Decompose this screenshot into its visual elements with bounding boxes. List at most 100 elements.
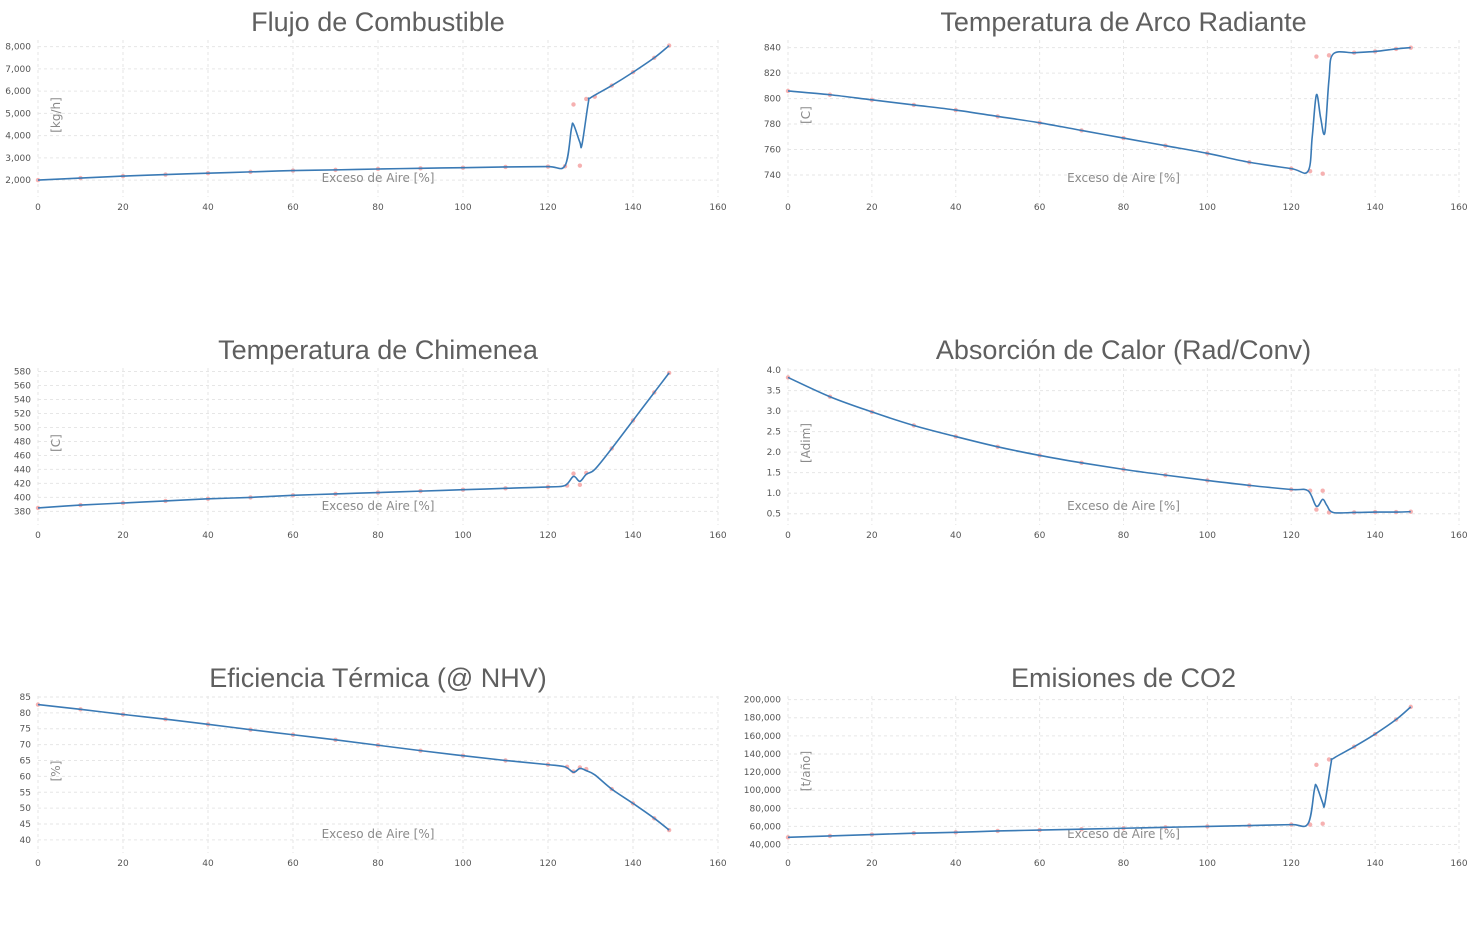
data-point [1320, 488, 1325, 493]
x-tick-label: 0 [35, 203, 41, 213]
x-tick-label: 80 [372, 531, 384, 541]
chart-svg: Temperatura de Arco Radiante 0 20 40 60 80 100… [764, 7, 1468, 213]
y-tick-label: 200,000 [744, 696, 781, 706]
chart-svg: Absorción de Calor (Rad/Conv) 0 20 40 60 80 10… [767, 335, 1468, 541]
x-axis-label: Exceso de Aire [%] [1067, 827, 1180, 841]
chart-title: Flujo de Combustible [251, 7, 505, 37]
y-tick-label: 2.0 [767, 448, 782, 458]
y-tick-label: 120,000 [744, 768, 781, 778]
data-point [571, 102, 576, 107]
data-point [1314, 54, 1319, 59]
series-line [787, 376, 1411, 514]
x-tick-label: 80 [372, 859, 384, 869]
y-tick-label: 160,000 [744, 732, 781, 742]
x-axis-label: Exceso de Aire [%] [322, 499, 435, 513]
x-tick-label: 140 [1367, 859, 1384, 869]
chart-panel-co2-emissions: Emisiones de CO2 0 20 40 60 80 100 120 140 160 40,… [741, 656, 1482, 948]
x-tick-label: 20 [117, 531, 129, 541]
x-tick-label: 0 [785, 531, 791, 541]
y-tick-label: 85 [20, 693, 31, 703]
y-tick-label: 840 [764, 44, 781, 54]
x-tick-label: 120 [539, 859, 556, 869]
chart-svg: Eficiencia Térmica (@ NHV) 0 20 40 60 80 100 12… [20, 663, 727, 869]
x-tick-label: 160 [1450, 531, 1467, 541]
data-point [35, 702, 41, 707]
y-axis-label: [%] [49, 761, 63, 782]
x-axis-label: Exceso de Aire [%] [322, 171, 435, 185]
y-tick-label: 480 [14, 437, 31, 447]
x-tick-label: 80 [1118, 859, 1130, 869]
chart-svg: Temperatura de Chimenea 0 20 40 60 80 100 120 14… [14, 335, 727, 541]
y-tick-label: 80 [20, 709, 32, 719]
y-tick-label: 0.5 [767, 510, 781, 520]
data-point [785, 835, 791, 840]
y-tick-label: 1.0 [767, 489, 782, 499]
x-tick-label: 40 [202, 531, 214, 541]
x-tick-label: 100 [1199, 859, 1216, 869]
data-point [1314, 762, 1319, 768]
y-tick-label: 180,000 [744, 714, 781, 724]
y-tick-label: 5,000 [5, 109, 31, 119]
x-tick-label: 120 [1283, 531, 1300, 541]
y-axis-label: [C] [799, 106, 813, 124]
x-tick-label: 40 [202, 859, 214, 869]
series-line [787, 46, 1411, 175]
x-tick-label: 60 [1034, 859, 1046, 869]
data-point [571, 471, 576, 476]
chart-panel-fuel-flow: Flujo de Combustible 0 20 40 60 80 100 120 140 16… [0, 0, 741, 292]
data-point [584, 96, 589, 102]
y-tick-label: 2.5 [767, 428, 781, 438]
x-tick-label: 80 [1118, 203, 1130, 213]
y-tick-label: 420 [14, 479, 31, 489]
y-tick-label: 500 [14, 423, 31, 433]
y-tick-label: 8,000 [5, 43, 31, 53]
x-tick-label: 60 [287, 859, 299, 869]
chart-panel-heat-absorption: Absorción de Calor (Rad/Conv) 0 20 40 60 80 10… [741, 328, 1482, 620]
x-tick-label: 40 [950, 203, 962, 213]
x-tick-label: 100 [1199, 531, 1216, 541]
x-tick-label: 120 [539, 203, 556, 213]
data-point [1320, 171, 1325, 176]
y-tick-label: 780 [764, 120, 781, 130]
y-axis-label: [C] [49, 434, 63, 452]
y-tick-label: 60 [20, 772, 32, 782]
x-tick-label: 60 [287, 203, 299, 213]
y-tick-label: 50 [20, 804, 32, 814]
y-tick-label: 3.5 [767, 387, 781, 397]
chart-title: Absorción de Calor (Rad/Conv) [936, 335, 1311, 365]
x-tick-label: 0 [35, 531, 41, 541]
y-axis-label: [kg/h] [49, 97, 63, 133]
data-point [577, 163, 583, 168]
y-tick-label: 40 [20, 836, 32, 846]
x-tick-label: 0 [35, 859, 41, 869]
x-tick-label: 100 [454, 531, 471, 541]
data-point [1326, 757, 1332, 762]
data-point [1320, 821, 1325, 826]
y-tick-label: 580 [14, 367, 31, 377]
y-axis-label: [Adim] [799, 423, 813, 463]
data-point [1408, 509, 1413, 514]
x-tick-label: 80 [1118, 531, 1130, 541]
y-tick-label: 55 [20, 788, 31, 798]
chart-title: Temperatura de Chimenea [218, 335, 539, 365]
x-axis-label: Exceso de Aire [%] [322, 827, 435, 841]
series-line [37, 372, 670, 509]
x-tick-label: 100 [454, 203, 471, 213]
y-tick-label: 75 [20, 725, 31, 735]
x-tick-label: 20 [117, 859, 129, 869]
y-tick-label: 380 [14, 507, 31, 517]
x-tick-label: 120 [539, 531, 556, 541]
y-tick-label: 3.0 [767, 407, 782, 417]
x-tick-label: 0 [785, 859, 791, 869]
x-tick-label: 40 [950, 859, 962, 869]
y-tick-label: 740 [764, 171, 781, 181]
y-tick-label: 460 [14, 451, 31, 461]
data-point [1314, 507, 1319, 512]
x-tick-label: 100 [1199, 203, 1216, 213]
x-tick-label: 40 [950, 531, 962, 541]
x-tick-label: 120 [1283, 859, 1300, 869]
chart-svg: Flujo de Combustible 0 20 40 60 80 100 120 140 16… [5, 7, 727, 213]
chart-panel-stack-temperature: Temperatura de Chimenea 0 20 40 60 80 100 120 14… [0, 328, 741, 620]
y-tick-label: 1.5 [767, 469, 781, 479]
x-tick-label: 20 [866, 859, 878, 869]
